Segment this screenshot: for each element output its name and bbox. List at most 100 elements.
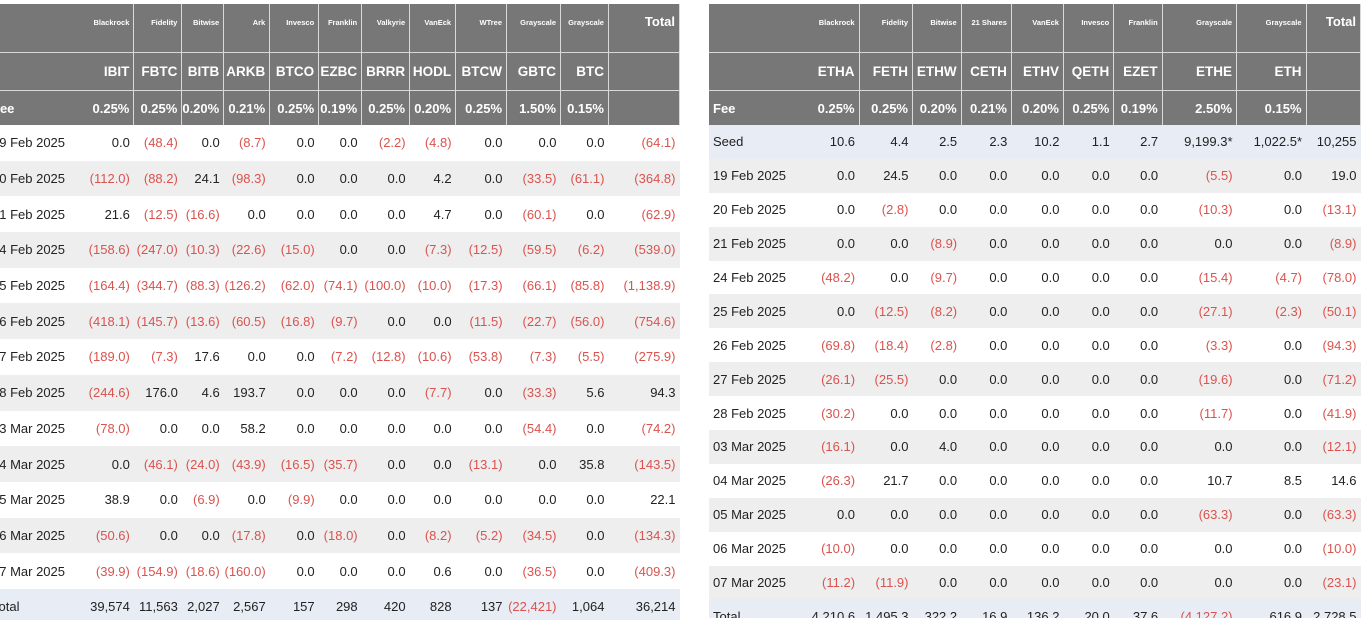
flow-value: (189.0)	[81, 339, 134, 375]
flow-value: (2.8)	[912, 328, 962, 363]
row-label: 20 Feb 2025	[709, 192, 804, 227]
daily-flow-row: 04 Mar 2025 (26.3) 21.7 0.0 0.0 0.0 0.0 0.0 10.7…	[709, 463, 1361, 498]
flow-value: (10.3)	[181, 232, 224, 268]
flow-value: 0.0	[1113, 294, 1163, 329]
flow-value: (6.9)	[181, 481, 224, 518]
flow-value: 0.0	[455, 553, 507, 589]
flow-value: 0.0	[455, 410, 507, 447]
flow-value: 8.5	[1236, 463, 1307, 498]
flow-value: (7.3)	[506, 339, 561, 375]
flow-value: 24.5	[859, 158, 913, 193]
seed-row: Seed 10.6 4.4 2.5 2.3 10.2 1.1 2.7 9,199.3* 1,022…	[709, 125, 1361, 159]
flow-value: 0.0	[361, 232, 410, 268]
flow-value: (418.1)	[81, 303, 134, 340]
flow-value: (6.2)	[560, 232, 609, 268]
total-header: Total	[1306, 4, 1361, 53]
flow-value: 4.7	[409, 196, 456, 233]
issuer-header: Blackrock	[81, 4, 135, 53]
issuer-header: Grayscale	[506, 4, 562, 53]
daily-flow-row: 06 Mar 2025 (10.0) 0.0 0.0 0.0 0.0 0.0 0.0 0.0 0.…	[709, 531, 1361, 566]
issuer-header-row: Blackrock Fidelity Bitwise 21 Shares VanEck I…	[709, 4, 1361, 53]
daily-flow-row: 26 Feb 2025 (69.8) (18.4) (2.8) 0.0 0.0 0.0 0.0…	[709, 328, 1361, 363]
issuer-header: WTree	[455, 4, 508, 53]
flow-value: (5.2)	[455, 517, 507, 554]
flow-value: 2,567	[223, 588, 270, 620]
flow-value: 0.0	[1063, 192, 1114, 227]
flow-value: (134.3)	[608, 517, 680, 554]
flow-value: 0.0	[1113, 463, 1163, 498]
flow-value: 0.0	[269, 196, 319, 233]
corner-cell	[709, 52, 804, 91]
flow-value: 0.0	[1236, 192, 1307, 227]
flow-value: (88.2)	[133, 160, 182, 197]
flow-value: 0.0	[318, 196, 362, 233]
flow-value: 0.0	[912, 565, 962, 600]
row-label: Total	[0, 588, 82, 620]
flow-value: 0.0	[1011, 531, 1064, 566]
flow-value: 0.0	[859, 260, 913, 295]
flow-value: (48.2)	[803, 260, 860, 295]
flow-value: (88.3)	[181, 267, 224, 304]
daily-flow-row: 04 Mar 20250.0(46.1)(24.0)(43.9)(16.5)(3…	[0, 446, 680, 482]
flow-value: (8.9)	[912, 226, 962, 261]
flow-value: (12.5)	[859, 294, 913, 329]
issuer-header: Ark	[223, 4, 271, 53]
fee-value: 0.20%	[181, 90, 225, 125]
flow-value: (4.7)	[1236, 260, 1307, 295]
flow-value: 0.0	[133, 517, 182, 554]
daily-flow-row: 07 Mar 2025 (11.2) (11.9) 0.0 0.0 0.0 0.0 0.0 0.…	[709, 565, 1361, 600]
row-label: 19 Feb 2025	[0, 125, 82, 161]
fee-value	[608, 90, 680, 125]
flow-value: 11,563	[133, 588, 182, 620]
total-header-blank	[608, 52, 680, 91]
flow-value: (12.1)	[1306, 430, 1361, 464]
flow-value: 0.0	[361, 517, 410, 554]
flow-value: 24.1	[181, 160, 224, 197]
flow-value: 0.0	[1113, 396, 1163, 431]
bitcoin-etf-flows-panel: Blackrock Fidelity Bitwise Ark Invesco Frankl…	[0, 4, 680, 620]
flow-value: 0.0	[1162, 226, 1237, 261]
row-label: 05 Mar 2025	[0, 481, 82, 518]
flow-value: (62.9)	[608, 196, 680, 233]
flow-value: (9.7)	[912, 260, 962, 295]
flow-value: 193.7	[223, 374, 270, 411]
flow-value: (22.7)	[506, 303, 561, 340]
ticker-header: ETH	[1236, 52, 1307, 91]
flow-value: (98.3)	[223, 160, 270, 197]
flow-value: (539.0)	[608, 232, 680, 268]
row-label: 03 Mar 2025	[0, 410, 82, 447]
ticker-header: GBTC	[506, 52, 562, 91]
flow-value: 136.2	[1011, 599, 1064, 618]
flow-value: (11.5)	[455, 303, 507, 340]
flow-value: 0.0	[961, 463, 1012, 498]
flow-value: 2.7	[1113, 125, 1163, 159]
flow-value: 322.2	[912, 599, 962, 618]
daily-flow-row: 19 Feb 2025 0.0 24.5 0.0 0.0 0.0 0.0 0.0 (5.5) 0.…	[709, 158, 1361, 193]
flow-value: 0.0	[961, 226, 1012, 261]
flow-value: (22.6)	[223, 232, 270, 268]
flow-value: 10,255	[1306, 125, 1361, 159]
flow-value: (59.5)	[506, 232, 561, 268]
ticker-header-row: IBIT FBTC BITB ARKB BTCO EZBC BRRR HODL BTCW GBTC…	[0, 52, 680, 91]
flow-value: 0.0	[560, 196, 609, 233]
flow-value: 0.0	[1063, 328, 1114, 363]
ticker-header: ARKB	[223, 52, 271, 91]
fee-value: 0.25%	[133, 90, 183, 125]
issuer-header: VanEck	[409, 4, 457, 53]
flow-value: 38.9	[81, 481, 134, 518]
ticker-header: FBTC	[133, 52, 183, 91]
flow-value: (46.1)	[133, 446, 182, 482]
flow-value: 0.0	[1113, 497, 1163, 532]
flow-value: (71.2)	[1306, 362, 1361, 397]
ticker-header: IBIT	[81, 52, 135, 91]
flow-value: 0.0	[1236, 565, 1307, 600]
flow-value: (19.6)	[1162, 362, 1237, 397]
flow-value: 0.0	[1236, 158, 1307, 193]
flow-value: (344.7)	[133, 267, 182, 304]
flow-value: (16.1)	[803, 430, 860, 464]
flow-value: 0.0	[859, 531, 913, 566]
flow-value: (64.1)	[608, 125, 680, 161]
flow-value: (13.6)	[181, 303, 224, 340]
daily-flow-row: 05 Mar 202538.90.0(6.9)0.0(9.9)0.00.00.0…	[0, 481, 680, 518]
row-label: 24 Feb 2025	[709, 260, 804, 295]
